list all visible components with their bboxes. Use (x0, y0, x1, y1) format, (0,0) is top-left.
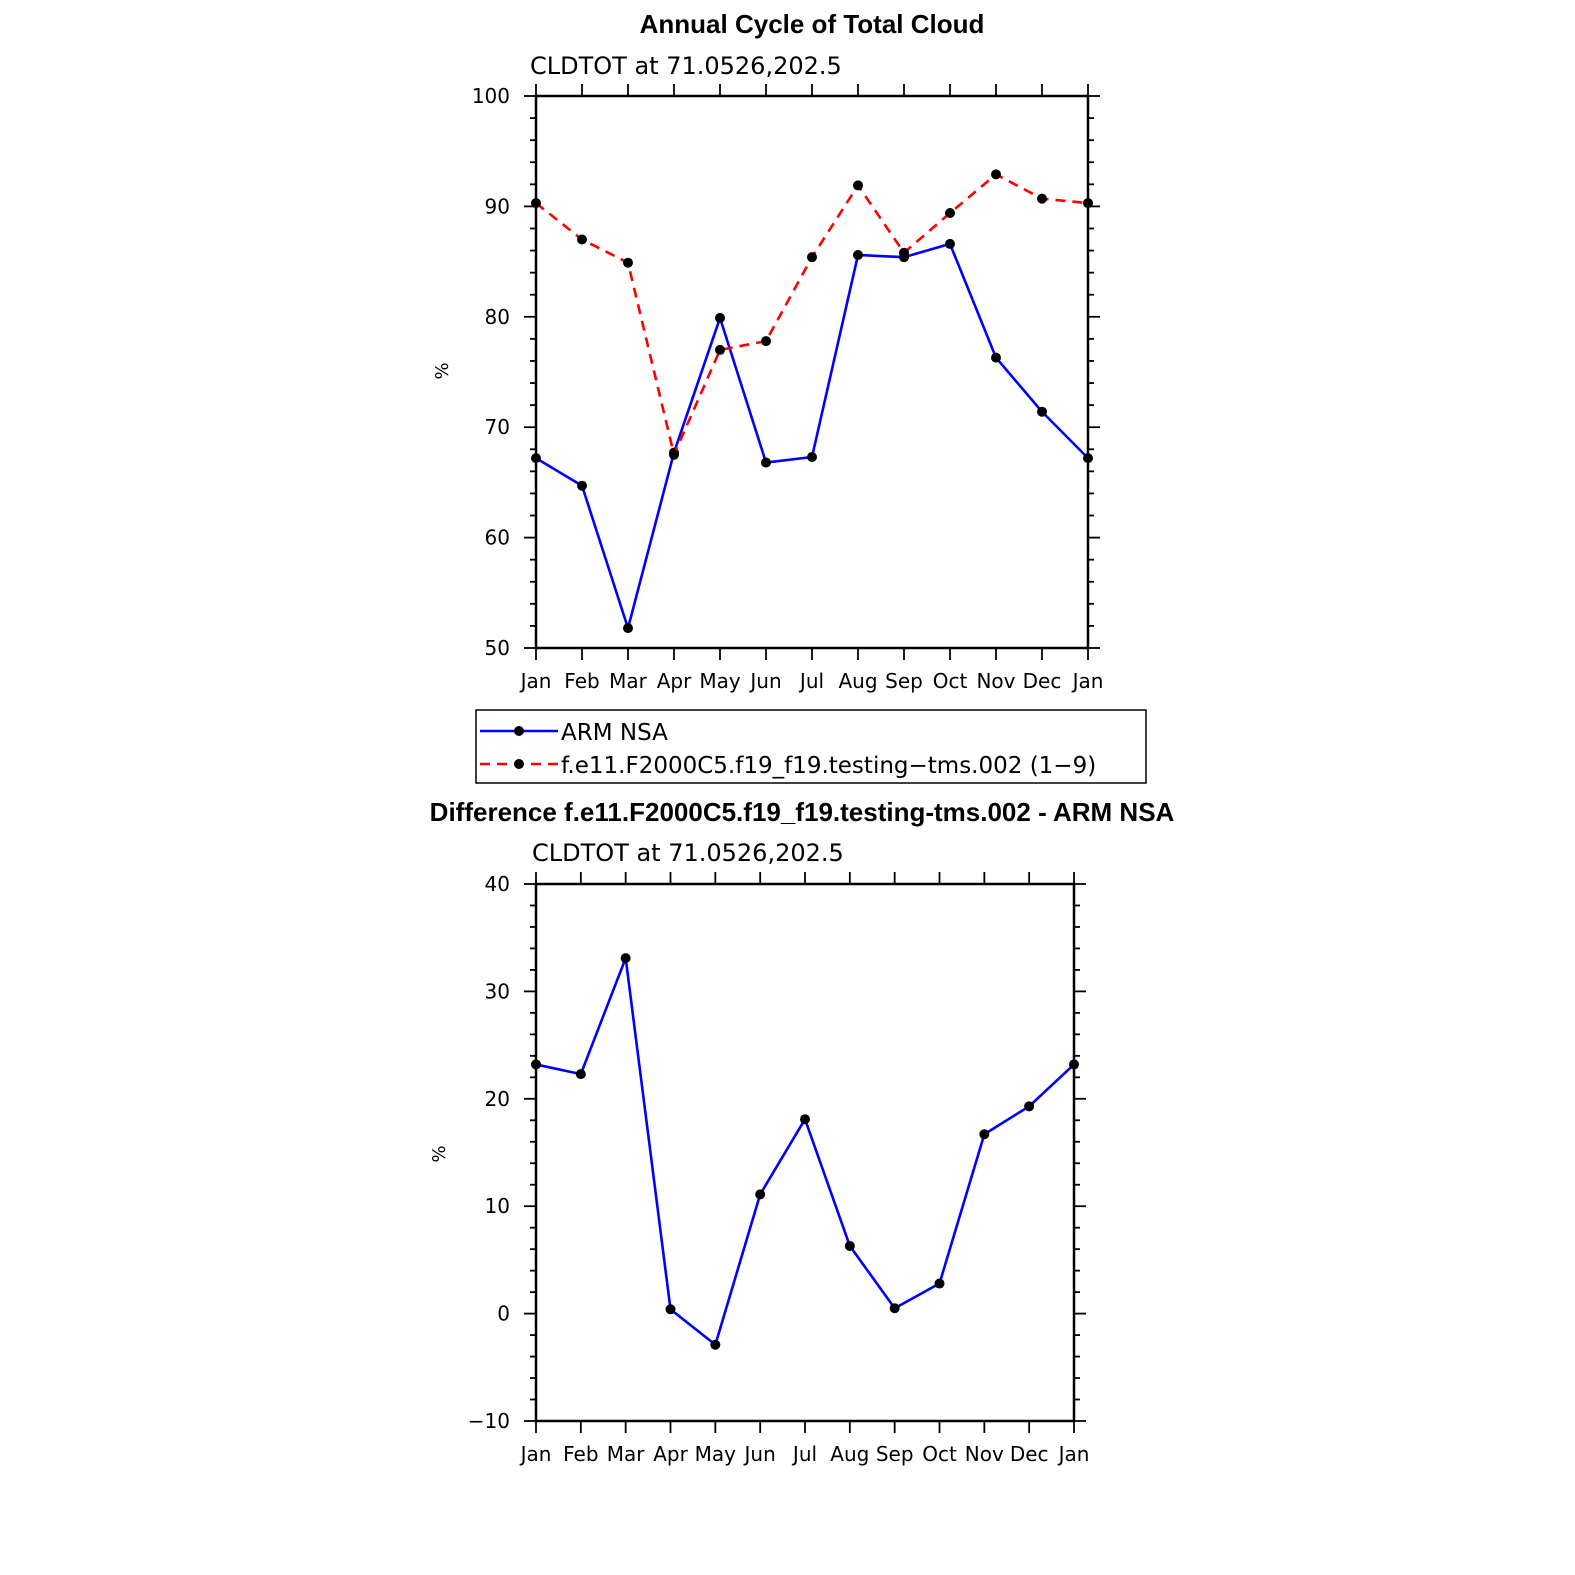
data-point (715, 312, 725, 323)
data-point (991, 169, 1001, 180)
data-point (761, 457, 771, 468)
x-tick-label: Dec (1010, 1442, 1049, 1466)
x-tick-label: Nov (976, 669, 1015, 693)
data-point (620, 953, 631, 964)
data-point (807, 452, 817, 463)
legend-obs-marker (514, 726, 524, 736)
x-tick-label: Jun (748, 669, 781, 693)
data-point (531, 198, 541, 209)
data-point (1083, 198, 1093, 209)
y-tick-label: 90 (485, 194, 510, 218)
y-axis-label: % (432, 362, 453, 379)
data-point (800, 1114, 810, 1125)
data-point (979, 1129, 990, 1140)
series-line (535, 173, 1089, 457)
data-point (715, 344, 725, 355)
chart-subtitle: CLDTOT at 71.0526,202.5 (532, 839, 844, 867)
data-point (844, 1240, 855, 1251)
x-tick-label: Feb (563, 1442, 598, 1466)
x-tick-label: Aug (838, 669, 877, 693)
data-point (755, 1189, 766, 1200)
x-tick-label: Jan (1071, 669, 1104, 693)
data-point (669, 449, 679, 460)
plot-area: −10 0 10 20 30 40 Jan Feb Mar Apr May Jun Jul Aug Sep O… (468, 872, 1090, 1466)
x-tick-label: Aug (830, 1442, 869, 1466)
data-point (531, 1059, 541, 1070)
x-tick-label: Sep (885, 669, 923, 693)
chart-subtitle: CLDTOT at 71.0526,202.5 (530, 52, 842, 80)
x-tick-label: Nov (965, 1442, 1004, 1466)
data-point (853, 249, 863, 260)
data-point (934, 1278, 945, 1289)
data-point (1024, 1101, 1035, 1112)
x-tick-label: Jul (791, 1442, 817, 1466)
annual-cycle-panel: Annual Cycle of Total Cloud CLDTOT at 71… (432, 9, 1103, 693)
legend-box (475, 709, 1147, 784)
x-tick-label: Oct (922, 1442, 957, 1466)
data-point (945, 208, 955, 219)
data-point (1083, 453, 1093, 464)
legend: ARM NSA f.e11.F2000C5.f19_f19.testing−tm… (475, 709, 1147, 784)
legend-obs-label: ARM NSA (561, 720, 668, 746)
x-tick-label: Jan (519, 1442, 552, 1466)
y-tick-label: 20 (485, 1087, 510, 1111)
x-tick-label: Oct (933, 669, 968, 693)
y-tick-label: 30 (485, 979, 510, 1003)
plot-area: 50 60 70 80 90 100 Jan Feb Mar Apr May Jun Jul Aug Sep… (472, 84, 1104, 693)
x-tick-label: Apr (653, 1442, 688, 1466)
data-point (1037, 406, 1047, 417)
x-tick-label: Jul (798, 669, 824, 693)
data-point (577, 480, 587, 491)
y-tick-label: −10 (468, 1409, 510, 1433)
y-tick-label: 60 (485, 526, 510, 550)
x-tick-label: Mar (609, 669, 648, 693)
data-point (531, 453, 541, 464)
y-tick-label: 100 (472, 84, 510, 108)
x-tick-label: Feb (564, 669, 599, 693)
chart-title: Difference f.e11.F2000C5.f19_f19.testing… (430, 797, 1175, 827)
data-point (623, 623, 633, 634)
data-point (991, 352, 1001, 363)
data-point (665, 1304, 676, 1315)
x-tick-label: Mar (607, 1442, 646, 1466)
plot-frame (534, 94, 1090, 650)
y-tick-label: 10 (485, 1194, 510, 1218)
data-point (577, 234, 587, 245)
x-tick-label: May (699, 669, 741, 693)
data-point (1069, 1059, 1079, 1070)
series-line (535, 956, 1075, 1347)
y-tick-label: 80 (485, 305, 510, 329)
x-tick-label: Jan (1057, 1442, 1090, 1466)
data-point (575, 1069, 586, 1080)
y-tick-label: 70 (485, 415, 510, 439)
x-tick-label: May (695, 1442, 737, 1466)
data-point (761, 336, 771, 347)
difference-panel: Difference f.e11.F2000C5.f19_f19.testing… (429, 797, 1175, 1466)
data-point (853, 180, 863, 191)
data-point (945, 238, 955, 249)
y-tick-label: 50 (485, 636, 510, 660)
chart-title: Annual Cycle of Total Cloud (640, 9, 985, 39)
data-point (807, 252, 817, 263)
y-axis-label: % (429, 1145, 450, 1162)
data-point (1037, 193, 1047, 204)
data-point (710, 1339, 721, 1350)
series-line (535, 242, 1089, 630)
x-tick-label: Jan (519, 669, 552, 693)
legend-model-label: f.e11.F2000C5.f19_f19.testing−tms.002 (1… (561, 753, 1096, 779)
plot-frame (534, 882, 1076, 1423)
x-tick-label: Dec (1023, 669, 1062, 693)
y-tick-label: 40 (485, 872, 510, 896)
data-point (623, 257, 633, 268)
x-tick-label: Jun (743, 1442, 776, 1466)
data-point (899, 247, 909, 258)
x-tick-label: Sep (876, 1442, 914, 1466)
y-tick-label: 0 (497, 1302, 510, 1326)
legend-model-marker (514, 759, 524, 769)
data-point (889, 1303, 900, 1314)
x-tick-label: Apr (657, 669, 692, 693)
